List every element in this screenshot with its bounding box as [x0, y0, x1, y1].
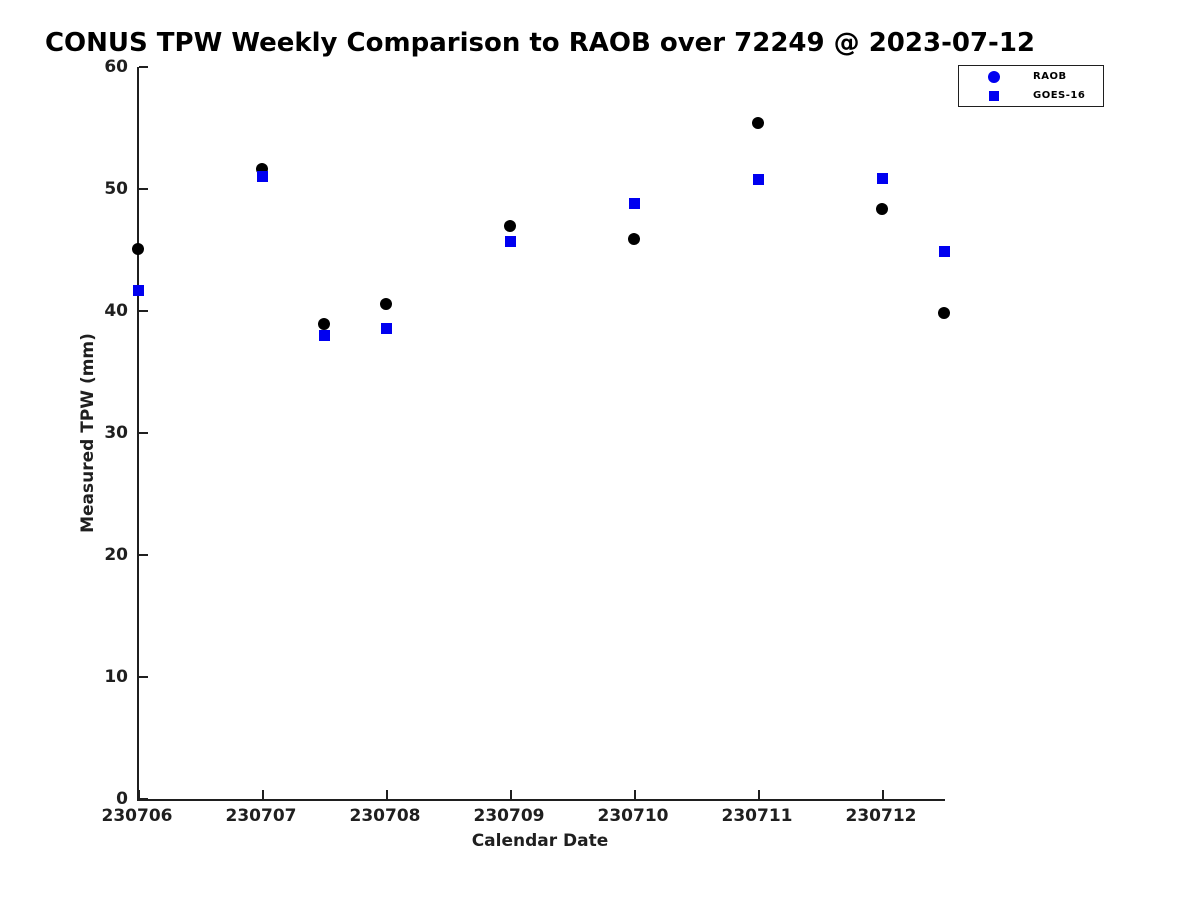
y-tick-label: 50	[104, 179, 128, 199]
legend-marker-box	[987, 70, 1001, 84]
data-point-goes-16	[256, 171, 268, 183]
x-axis-tick	[758, 790, 760, 799]
x-axis-tick	[138, 790, 140, 799]
y-tick-label: 0	[116, 789, 128, 809]
y-axis-tick	[139, 676, 148, 678]
data-point-raob	[938, 307, 950, 320]
x-axis-tick	[510, 790, 512, 799]
data-point-goes-16	[938, 245, 950, 257]
legend-label: RAOB	[1033, 71, 1067, 82]
x-axis-tick	[386, 790, 388, 799]
chart-title: CONUS TPW Weekly Comparison to RAOB over…	[44, 28, 1036, 58]
legend-item: RAOB	[959, 67, 1103, 86]
y-axis-tick	[139, 554, 148, 556]
y-axis-tick	[139, 188, 148, 190]
y-tick-label: 40	[104, 301, 128, 321]
data-point-goes-16	[628, 198, 640, 210]
legend-circle-icon	[988, 70, 1000, 83]
y-axis-tick	[139, 432, 148, 434]
y-tick-label: 60	[104, 57, 128, 77]
data-point-goes-16	[876, 172, 888, 184]
data-point-raob	[628, 233, 640, 246]
legend: RAOB GOES-16	[958, 65, 1104, 107]
x-tick-label: 230706	[101, 806, 173, 826]
x-tick-label: 230711	[721, 806, 793, 826]
legend-marker-box	[987, 89, 1001, 103]
data-point-goes-16	[380, 322, 392, 334]
y-tick-label: 10	[104, 667, 128, 687]
legend-label: GOES-16	[1033, 90, 1086, 101]
data-point-raob	[380, 297, 392, 310]
data-point-goes-16	[504, 235, 516, 247]
data-point-raob	[132, 242, 144, 255]
data-point-raob	[318, 318, 330, 331]
x-axis-label: Calendar Date	[471, 831, 609, 851]
y-tick-label: 30	[104, 423, 128, 443]
y-axis-tick	[139, 798, 148, 800]
y-tick-label: 20	[104, 545, 128, 565]
x-tick-label: 230710	[597, 806, 669, 826]
x-axis-tick	[634, 790, 636, 799]
legend-item: GOES-16	[959, 86, 1103, 105]
x-axis-tick	[882, 790, 884, 799]
plot-area	[132, 66, 950, 801]
data-point-raob	[504, 219, 516, 232]
x-tick-label: 230708	[349, 806, 421, 826]
data-point-raob	[876, 202, 888, 215]
data-point-goes-16	[132, 284, 144, 296]
legend-square-icon	[989, 90, 999, 101]
x-tick-label: 230712	[845, 806, 917, 826]
data-point-raob	[752, 117, 764, 130]
x-tick-label: 230709	[473, 806, 545, 826]
x-axis-tick	[262, 790, 264, 799]
y-axis-tick	[139, 310, 148, 312]
x-tick-label: 230707	[225, 806, 297, 826]
data-point-goes-16	[752, 173, 764, 185]
y-axis-tick	[139, 66, 148, 68]
data-point-goes-16	[318, 329, 330, 341]
